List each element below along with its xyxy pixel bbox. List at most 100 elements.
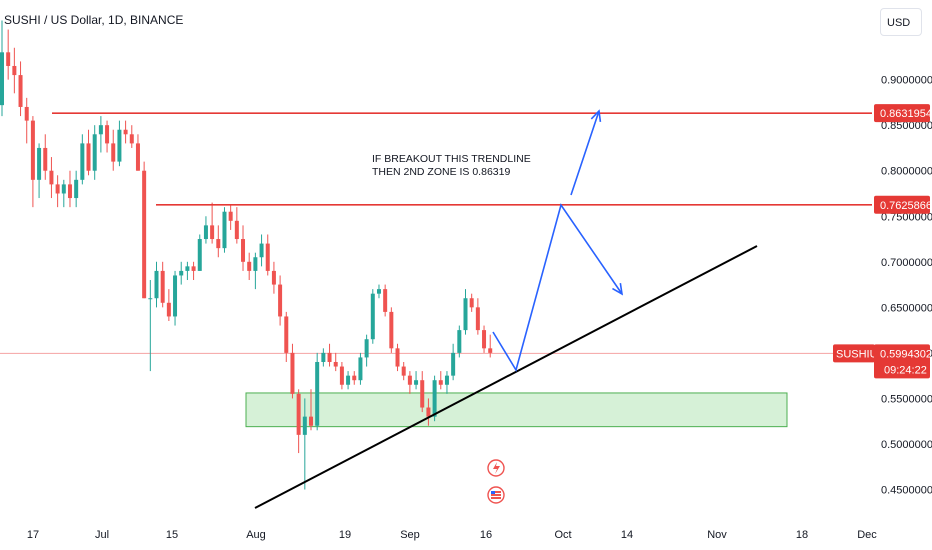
candle bbox=[74, 170, 79, 208]
candle bbox=[364, 334, 369, 367]
candle bbox=[438, 371, 443, 390]
projection-arrowhead bbox=[612, 283, 624, 296]
candle bbox=[80, 134, 85, 185]
candle-body bbox=[414, 380, 419, 385]
candle-body bbox=[61, 184, 66, 194]
candle-body bbox=[457, 330, 462, 353]
candle-body bbox=[302, 416, 307, 435]
candle-body bbox=[438, 380, 443, 385]
candle bbox=[234, 207, 239, 244]
candle bbox=[327, 343, 332, 367]
x-tick-label: 17 bbox=[27, 529, 39, 541]
candle bbox=[135, 134, 140, 171]
candle bbox=[241, 225, 246, 271]
candle bbox=[290, 343, 295, 399]
x-tick-label: 15 bbox=[166, 529, 178, 541]
y-tick-label: 0.45000000 bbox=[881, 485, 932, 497]
candle-body bbox=[432, 380, 437, 417]
candle-body bbox=[327, 352, 332, 362]
candle bbox=[129, 125, 134, 148]
candle bbox=[253, 252, 258, 290]
breakout-arrowhead bbox=[590, 109, 602, 123]
candle-body bbox=[475, 307, 480, 331]
candle bbox=[475, 298, 480, 335]
candle-body bbox=[407, 375, 412, 385]
candle-body bbox=[346, 375, 351, 385]
candle bbox=[228, 205, 233, 230]
candle bbox=[30, 116, 35, 208]
candle-body bbox=[469, 298, 474, 308]
candle bbox=[451, 343, 456, 381]
candle bbox=[154, 261, 159, 308]
candle-body bbox=[228, 211, 233, 221]
price-tags-layer: 0.863195480.76258662SUSHIUSD0.5994302709… bbox=[833, 104, 932, 379]
candle-body bbox=[216, 239, 221, 249]
candle bbox=[166, 289, 171, 322]
current-price-tag-bg bbox=[874, 344, 930, 379]
candle-body bbox=[154, 270, 159, 299]
candle-body bbox=[352, 375, 357, 381]
candle bbox=[259, 234, 264, 267]
candle-body bbox=[55, 184, 60, 194]
time-axis: 17 Jul 15 Aug 19 Sep 16 Oct 14 Nov 18 Dec bbox=[27, 529, 877, 541]
dividend-event-icon[interactable] bbox=[487, 459, 505, 477]
candle-body bbox=[135, 143, 140, 171]
candle-body bbox=[166, 302, 171, 317]
candle-body bbox=[426, 407, 431, 417]
candle-body bbox=[98, 125, 103, 135]
candle-body bbox=[92, 134, 97, 171]
candle bbox=[321, 348, 326, 367]
candle bbox=[309, 389, 313, 431]
candle-body bbox=[315, 361, 320, 426]
level-price-tag: 0.86319548 bbox=[874, 104, 932, 123]
candle-body bbox=[247, 261, 252, 271]
economic-event-icon[interactable] bbox=[487, 486, 505, 504]
candle-body bbox=[364, 339, 369, 358]
candle bbox=[222, 207, 227, 253]
level-tag-bg bbox=[874, 104, 930, 123]
trendline bbox=[254, 245, 758, 509]
annotation-line-1: IF BREAKOUT THIS TRENDLINE bbox=[372, 153, 531, 165]
candle bbox=[358, 352, 363, 385]
candle-body bbox=[30, 120, 35, 180]
candle bbox=[111, 129, 116, 171]
x-tick-label: 16 bbox=[480, 529, 492, 541]
candle bbox=[463, 289, 468, 335]
candle-body bbox=[253, 257, 258, 271]
candle bbox=[24, 97, 29, 144]
candle bbox=[271, 261, 276, 294]
candle bbox=[18, 61, 23, 117]
x-tick-label: 18 bbox=[796, 529, 808, 541]
candle-body bbox=[401, 366, 406, 376]
currency-button[interactable]: USD bbox=[880, 8, 922, 36]
candle-body bbox=[358, 357, 363, 381]
level-lines-layer bbox=[52, 112, 872, 206]
drawings-layer bbox=[254, 109, 758, 509]
candle-body bbox=[111, 143, 116, 162]
candle-body bbox=[333, 361, 338, 367]
candle bbox=[37, 143, 42, 199]
candle bbox=[339, 361, 344, 390]
candles-layer bbox=[0, 20, 493, 490]
candle-body bbox=[290, 352, 295, 394]
level-tag-bg bbox=[874, 195, 930, 214]
candle bbox=[395, 343, 400, 372]
candle bbox=[401, 361, 406, 381]
candle-body bbox=[451, 352, 456, 376]
candle bbox=[12, 47, 17, 94]
candle-body bbox=[482, 330, 487, 349]
candle bbox=[482, 325, 487, 353]
candle bbox=[191, 261, 196, 281]
candle-body bbox=[488, 348, 493, 353]
candle-body bbox=[370, 293, 375, 340]
candle bbox=[278, 275, 283, 326]
candle-body bbox=[129, 134, 134, 144]
candle-body bbox=[278, 284, 283, 317]
candle bbox=[488, 334, 493, 358]
candle bbox=[247, 252, 252, 281]
